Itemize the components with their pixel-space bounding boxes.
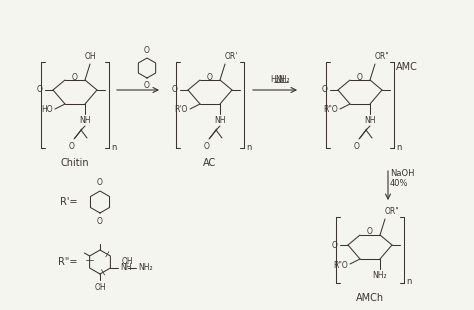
Text: O: O bbox=[97, 178, 103, 187]
Text: n: n bbox=[111, 143, 117, 152]
Text: OR": OR" bbox=[385, 207, 400, 216]
Text: Chitin: Chitin bbox=[61, 158, 89, 168]
Text: O: O bbox=[97, 217, 103, 226]
Text: OH: OH bbox=[122, 258, 134, 267]
Text: O: O bbox=[322, 86, 328, 95]
Text: n: n bbox=[396, 143, 401, 152]
Text: HO: HO bbox=[41, 105, 53, 114]
Text: O: O bbox=[357, 73, 363, 82]
Text: OR": OR" bbox=[375, 52, 390, 61]
Text: OH: OH bbox=[94, 283, 106, 292]
Text: AC: AC bbox=[203, 158, 217, 168]
Text: O: O bbox=[332, 241, 338, 250]
Text: OR': OR' bbox=[225, 52, 238, 61]
Text: O: O bbox=[172, 86, 178, 95]
Text: O: O bbox=[354, 142, 360, 151]
Text: 40%: 40% bbox=[390, 179, 409, 188]
Text: NaOH: NaOH bbox=[390, 169, 414, 178]
Text: O: O bbox=[207, 73, 213, 82]
Text: NH₂: NH₂ bbox=[275, 76, 290, 85]
Text: O: O bbox=[144, 81, 150, 90]
Text: OH: OH bbox=[84, 52, 96, 61]
Text: O: O bbox=[69, 142, 75, 151]
Text: AMC: AMC bbox=[396, 62, 418, 72]
Text: AMCh: AMCh bbox=[356, 293, 384, 303]
Text: n: n bbox=[246, 143, 251, 152]
Text: O: O bbox=[37, 86, 43, 95]
Text: NH: NH bbox=[214, 116, 226, 125]
Text: R"O: R"O bbox=[323, 105, 338, 114]
Text: O: O bbox=[72, 73, 78, 82]
Text: NH₂: NH₂ bbox=[138, 264, 153, 272]
Text: R"O: R"O bbox=[333, 260, 348, 269]
Text: NH: NH bbox=[79, 116, 91, 125]
Text: NH₂: NH₂ bbox=[373, 271, 387, 280]
Text: H₂N: H₂N bbox=[270, 76, 284, 85]
Text: NH: NH bbox=[120, 264, 132, 272]
Text: O: O bbox=[204, 142, 210, 151]
Text: R"=: R"= bbox=[58, 257, 78, 267]
Text: O: O bbox=[144, 46, 150, 55]
Text: NH: NH bbox=[364, 116, 376, 125]
Text: n: n bbox=[406, 277, 411, 286]
Text: O: O bbox=[367, 228, 373, 237]
Text: R'O: R'O bbox=[174, 105, 188, 114]
Text: R'=: R'= bbox=[61, 197, 78, 207]
